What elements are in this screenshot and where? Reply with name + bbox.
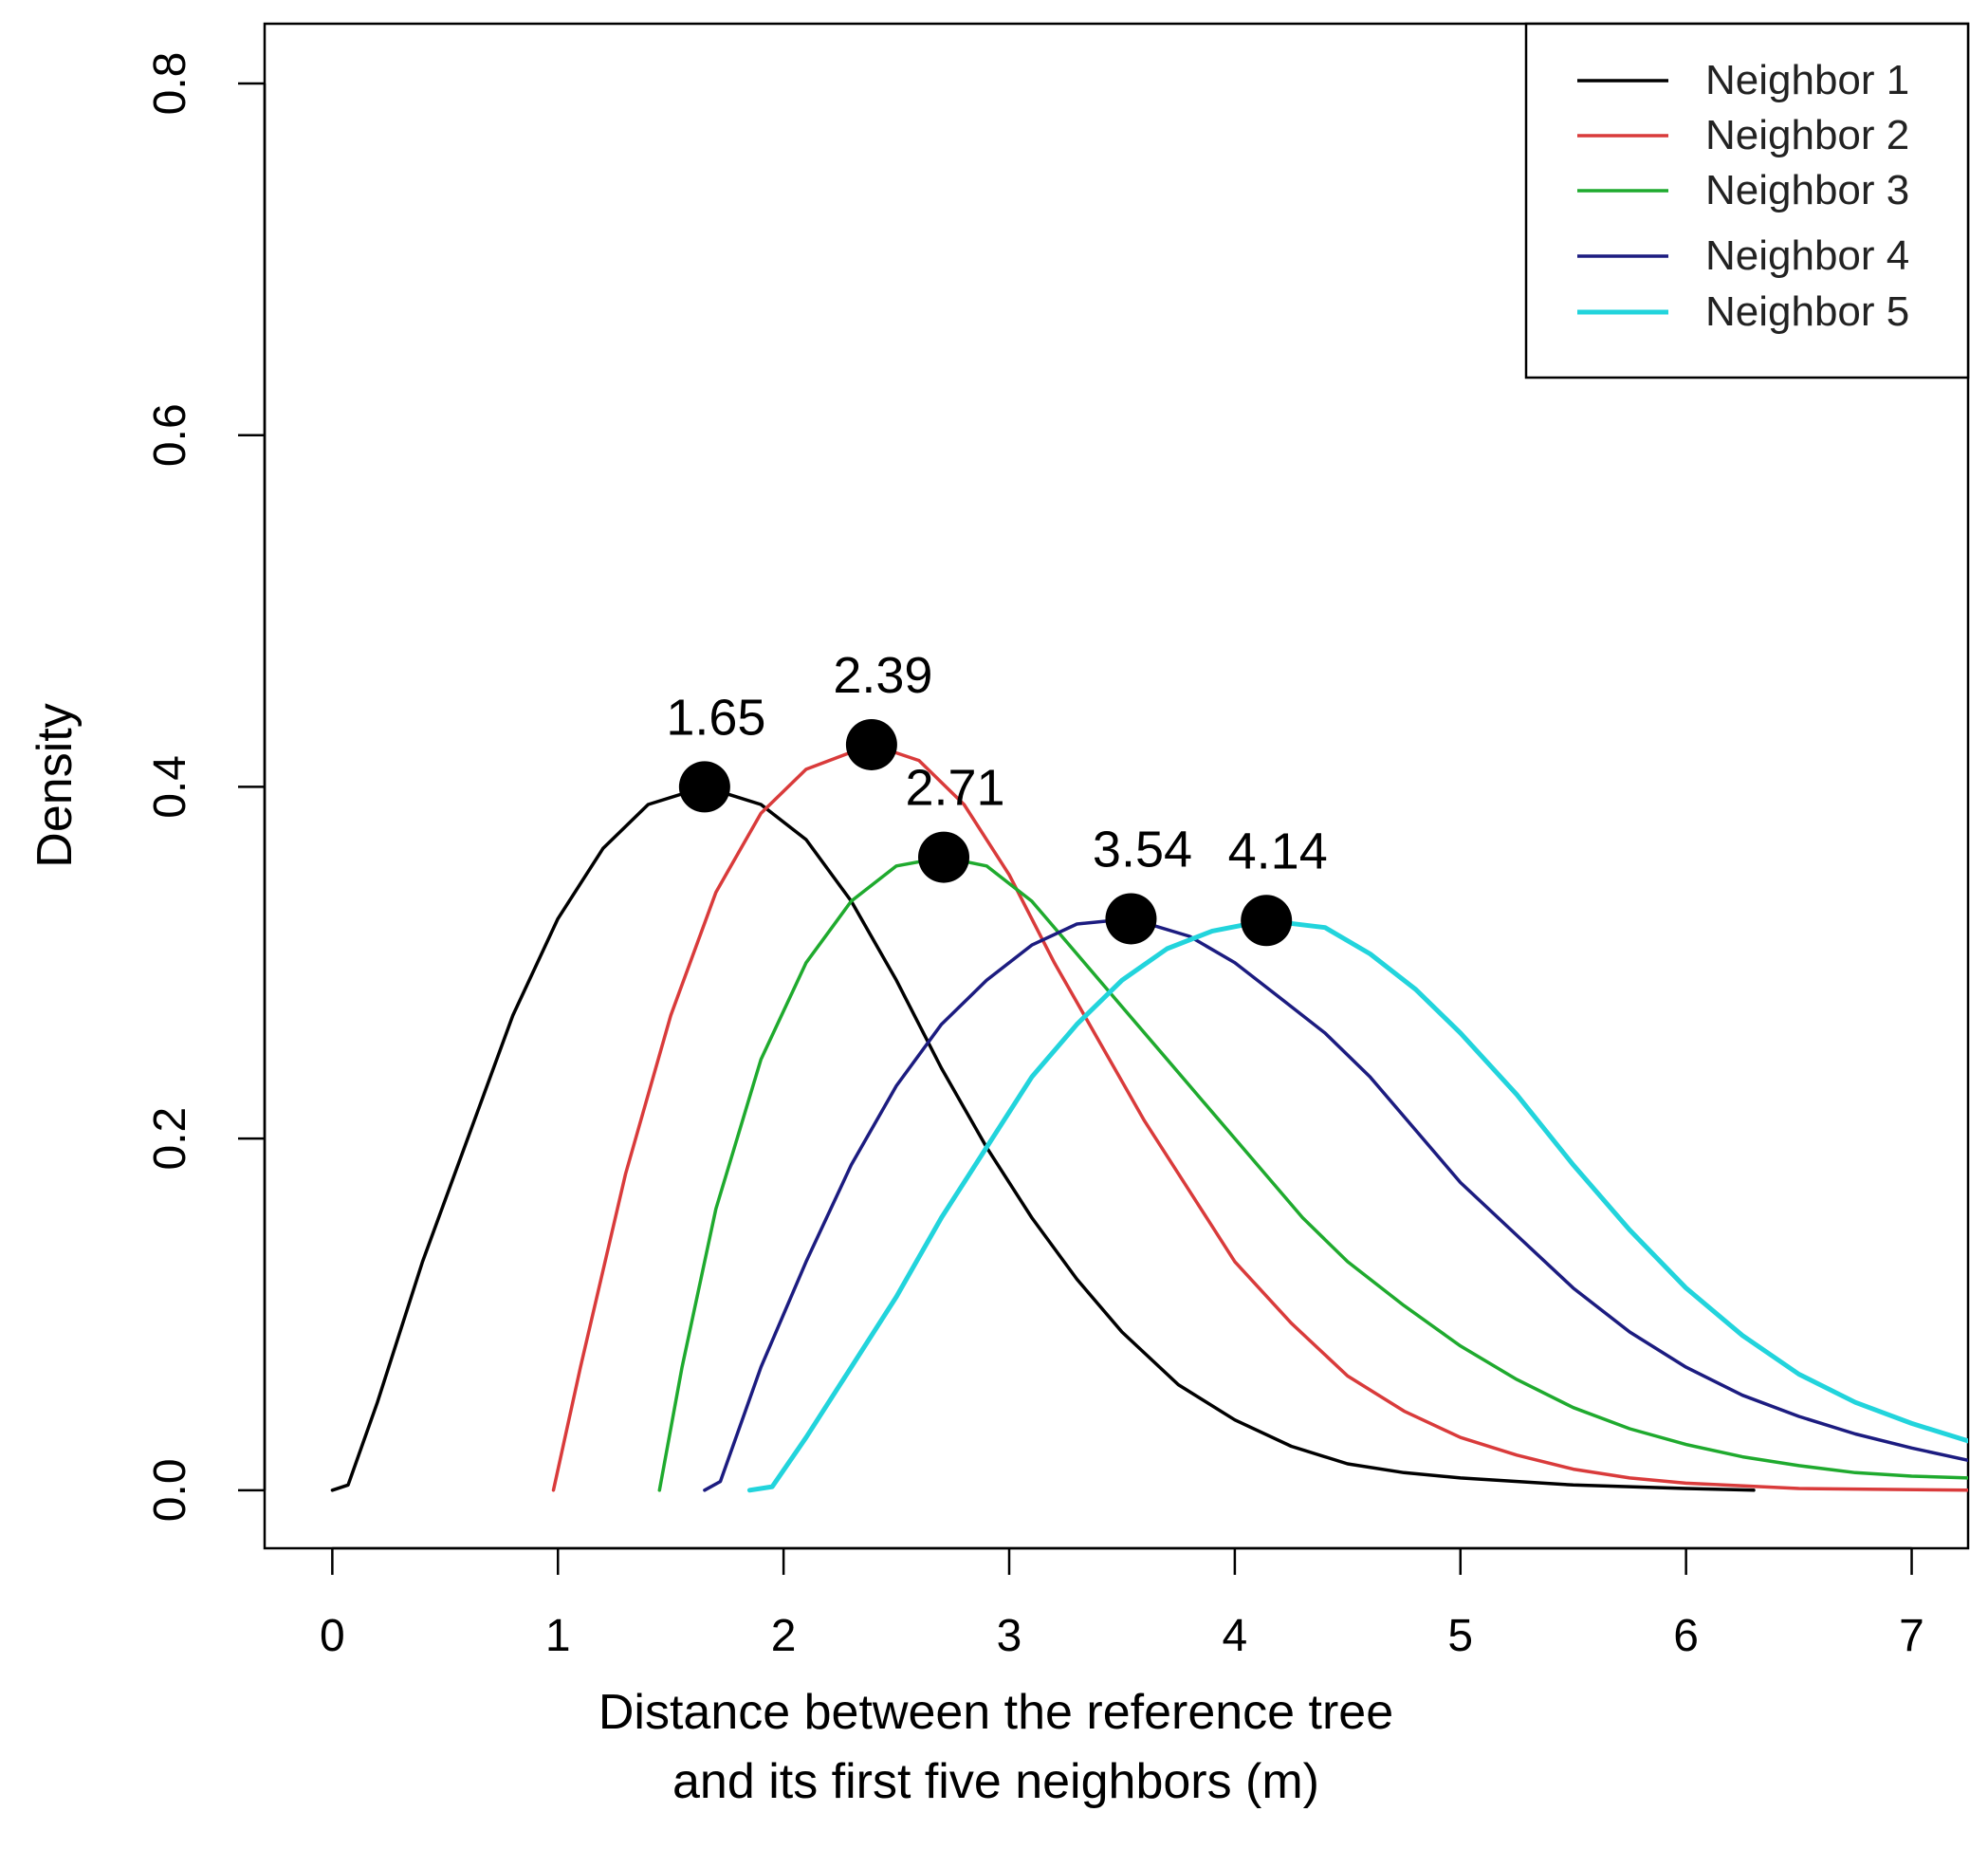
x-axis-title-line-1: Distance between the reference tree [598, 1685, 1393, 1740]
x-axis: 0 1 2 3 4 5 6 7 [320, 1546, 1924, 1661]
legend-label-neighbor-1: Neighbor 1 [1705, 57, 1909, 103]
legend-label-neighbor-4: Neighbor 4 [1705, 232, 1909, 279]
series-line-neighbor-2 [551, 743, 1968, 1492]
series-line-neighbor-3 [657, 855, 1968, 1492]
series-layer [330, 743, 1968, 1493]
peak-label: 3.54 [1093, 821, 1192, 878]
x-tick-label: 2 [771, 1611, 797, 1661]
legend-label-neighbor-3: Neighbor 3 [1705, 167, 1909, 213]
y-tick-label: 0.4 [145, 755, 195, 819]
x-tick-label: 1 [545, 1611, 571, 1661]
legend-label-neighbor-2: Neighbor 2 [1705, 112, 1909, 158]
legend-box [1524, 22, 1970, 379]
peak-label: 2.71 [905, 760, 1004, 817]
y-tick-label: 0.6 [145, 403, 195, 467]
x-tick-label: 5 [1447, 1611, 1473, 1661]
series-line-neighbor-5 [746, 917, 1968, 1493]
y-tick-label: 0.2 [145, 1107, 195, 1171]
peak-label: 2.39 [833, 647, 932, 704]
x-tick-label: 3 [997, 1611, 1022, 1661]
legend-label-neighbor-5: Neighbor 5 [1705, 288, 1909, 335]
x-tick-label: 0 [320, 1611, 345, 1661]
peak-label: 1.65 [666, 689, 765, 746]
peak-marker [1241, 895, 1293, 947]
x-tick-label: 7 [1899, 1611, 1924, 1661]
x-tick-label: 6 [1673, 1611, 1699, 1661]
x-axis-title-line-2: and its first five neighbors (m) [672, 1754, 1319, 1809]
y-tick-label: 0.0 [145, 1458, 195, 1522]
peak-marker [918, 831, 970, 883]
x-tick-label: 4 [1223, 1611, 1248, 1661]
legend: Neighbor 1 Neighbor 2 Neighbor 3 Neighbor 4… [1524, 22, 1970, 379]
y-axis: 0.0 0.2 0.4 0.6 0.8 [145, 52, 267, 1522]
peak-label: 4.14 [1228, 823, 1328, 879]
peak-markers: 1.65 2.39 2.71 3.54 4.14 [666, 647, 1328, 947]
peak-marker [1105, 893, 1157, 945]
peak-marker [845, 718, 897, 770]
y-axis-title: Density [28, 703, 83, 867]
y-tick-label: 0.8 [145, 52, 195, 116]
peak-marker [678, 761, 730, 813]
series-line-neighbor-1 [330, 785, 1756, 1492]
series-line-neighbor-4 [703, 916, 1968, 1492]
